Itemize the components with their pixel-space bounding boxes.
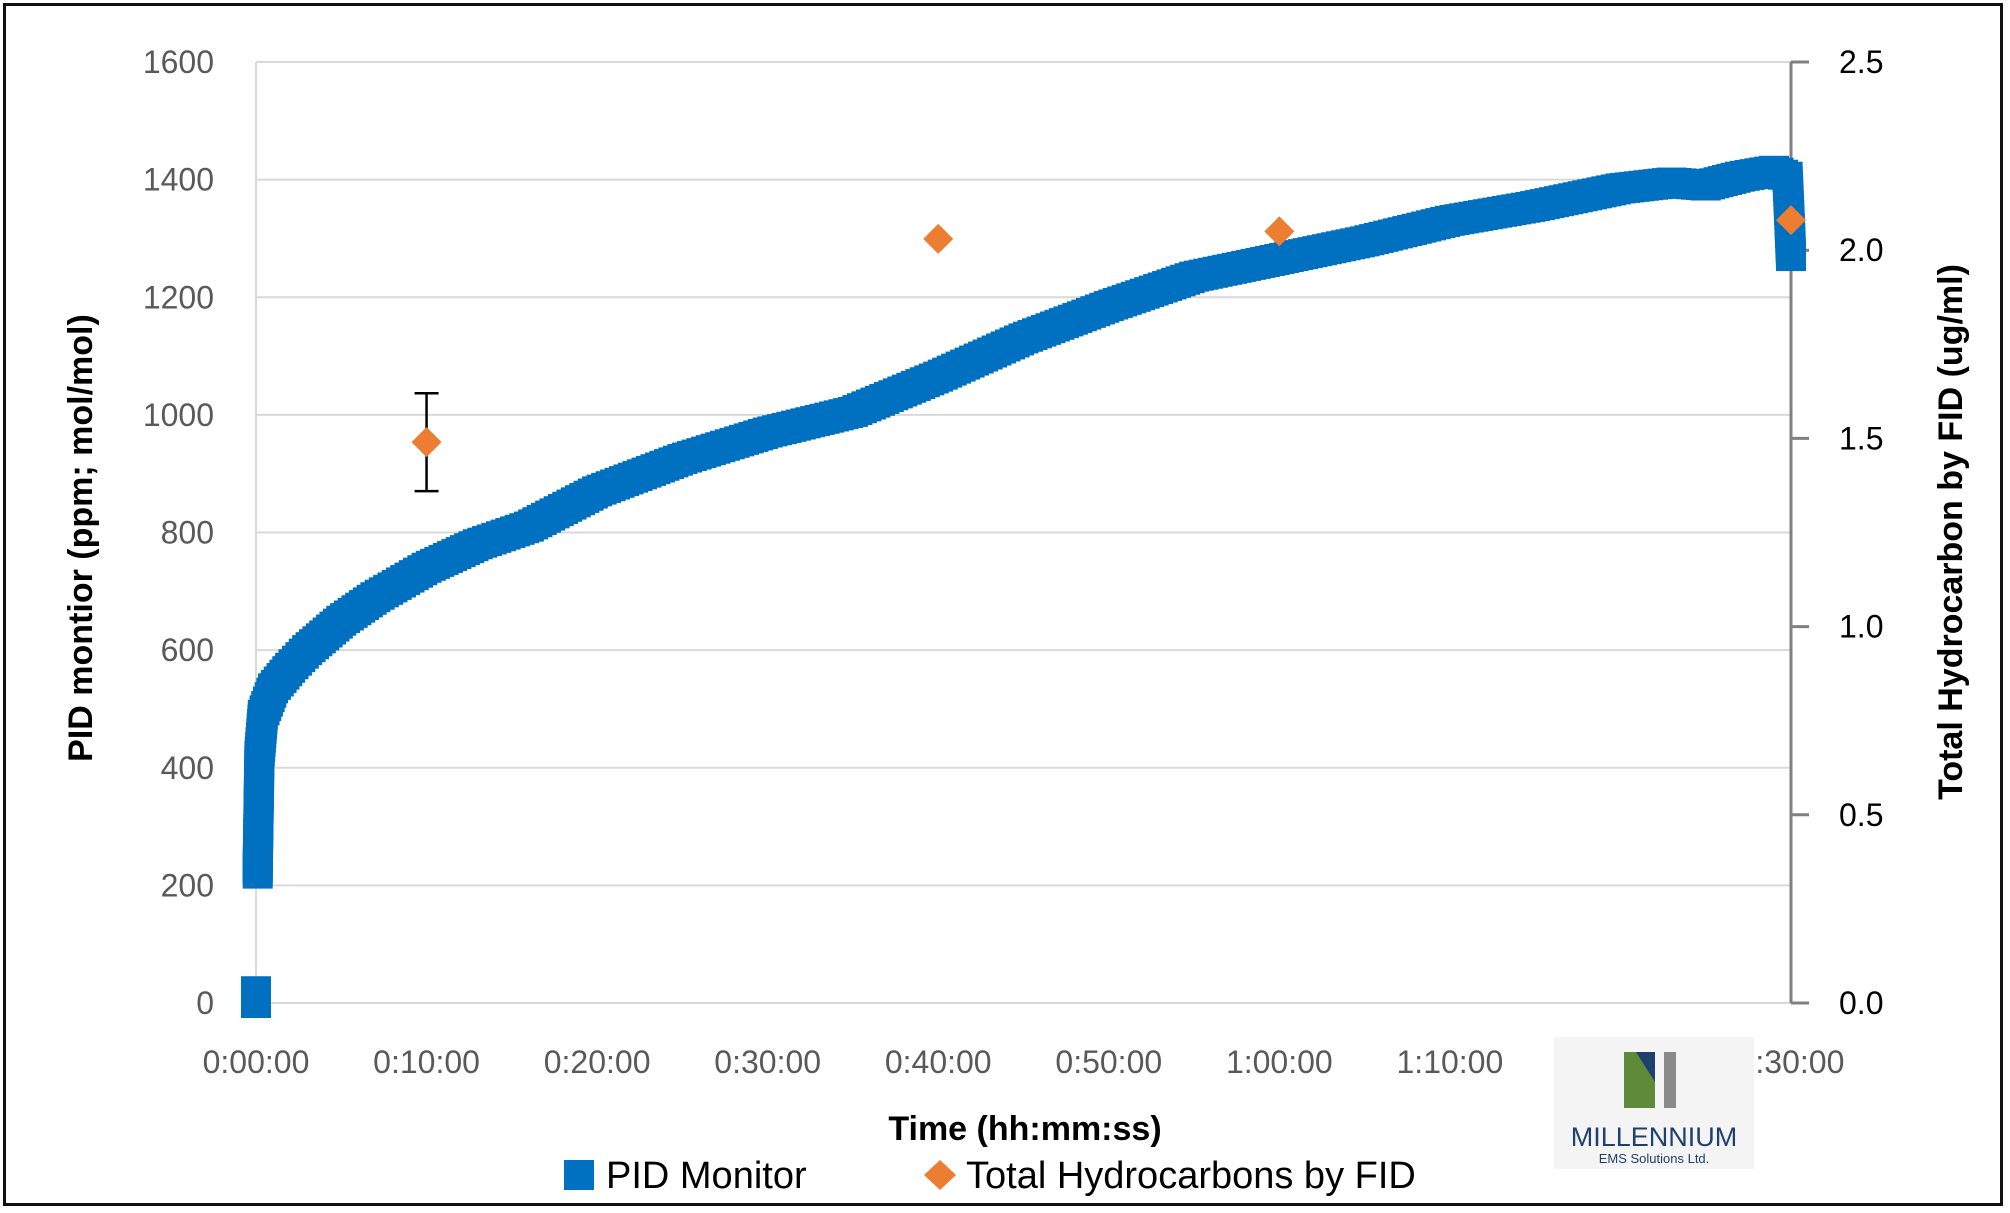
fid-point bbox=[923, 223, 954, 254]
y2-tick-label: 0.0 bbox=[1839, 985, 1883, 1021]
y2-tick-label: 0.5 bbox=[1839, 797, 1883, 833]
y2-tick-label: 2.0 bbox=[1839, 232, 1883, 268]
pid-point bbox=[241, 976, 271, 1007]
logo-mark-navy bbox=[1636, 1052, 1655, 1082]
x-tick-label: 0:40:00 bbox=[885, 1044, 992, 1080]
x-tick-label: 0:50:00 bbox=[1055, 1044, 1162, 1080]
y2-tick-label: 2.5 bbox=[1839, 44, 1883, 80]
x-tick-label: 0:20:00 bbox=[544, 1044, 651, 1080]
fid-series bbox=[411, 205, 1806, 493]
legend-fid-marker bbox=[924, 1160, 956, 1190]
grid-lines bbox=[255, 61, 1791, 1004]
fid-point bbox=[411, 427, 442, 458]
legend-pid-label: PID Monitor bbox=[606, 1155, 807, 1197]
fid-point bbox=[1776, 205, 1806, 236]
y-tick-label: 200 bbox=[161, 867, 214, 903]
y-tick-label: 1200 bbox=[143, 279, 214, 315]
y2-axis-title: Total Hydrocarbon by FID (ug/ml) bbox=[1932, 264, 1970, 800]
y-axis-title: PID montior (ppm; mol/mol) bbox=[62, 314, 100, 762]
x-tick-label: 1:10:00 bbox=[1397, 1044, 1504, 1080]
x-tick-label: 0:10:00 bbox=[373, 1044, 480, 1080]
pid-point bbox=[1776, 241, 1806, 272]
logo-tagline: EMS Solutions Ltd. bbox=[1599, 1151, 1710, 1166]
y-tick-label: 400 bbox=[161, 750, 214, 786]
x-tick-label: 0:00:00 bbox=[203, 1044, 310, 1080]
legend: PID Monitor Total Hydrocarbons by FID bbox=[564, 1155, 1416, 1197]
x-tick-label: 1:30:00 bbox=[1738, 1044, 1845, 1080]
y-tick-label: 600 bbox=[161, 632, 214, 668]
x-axis-title: Time (hh:mm:ss) bbox=[888, 1110, 1161, 1148]
tick-labels: 0 200 400 600 800 1000 1200 1400 1600 0.0 0.5 1.0 1.… bbox=[143, 44, 1884, 1080]
legend-pid-marker bbox=[564, 1160, 594, 1190]
legend-fid-label: Total Hydrocarbons by FID bbox=[966, 1155, 1416, 1197]
x-tick-label: 0:30:00 bbox=[714, 1044, 821, 1080]
x-tick-label: 1:00:00 bbox=[1226, 1044, 1333, 1080]
pid-monitor-series bbox=[241, 155, 1806, 1018]
y-tick-label: 800 bbox=[161, 515, 214, 551]
y2-tick-label: 1.5 bbox=[1839, 420, 1883, 456]
y2-tick-label: 1.0 bbox=[1839, 609, 1883, 645]
y-tick-label: 1400 bbox=[143, 162, 214, 198]
company-logo: MILLENNIUM EMS Solutions Ltd. bbox=[1554, 1037, 1754, 1169]
logo-mark-gray bbox=[1664, 1052, 1676, 1108]
fid-point bbox=[1264, 216, 1295, 247]
y-tick-label: 1600 bbox=[143, 44, 214, 80]
y-tick-label: 0 bbox=[196, 985, 214, 1021]
logo-name: MILLENNIUM bbox=[1571, 1122, 1738, 1152]
y-tick-label: 1000 bbox=[143, 397, 214, 433]
